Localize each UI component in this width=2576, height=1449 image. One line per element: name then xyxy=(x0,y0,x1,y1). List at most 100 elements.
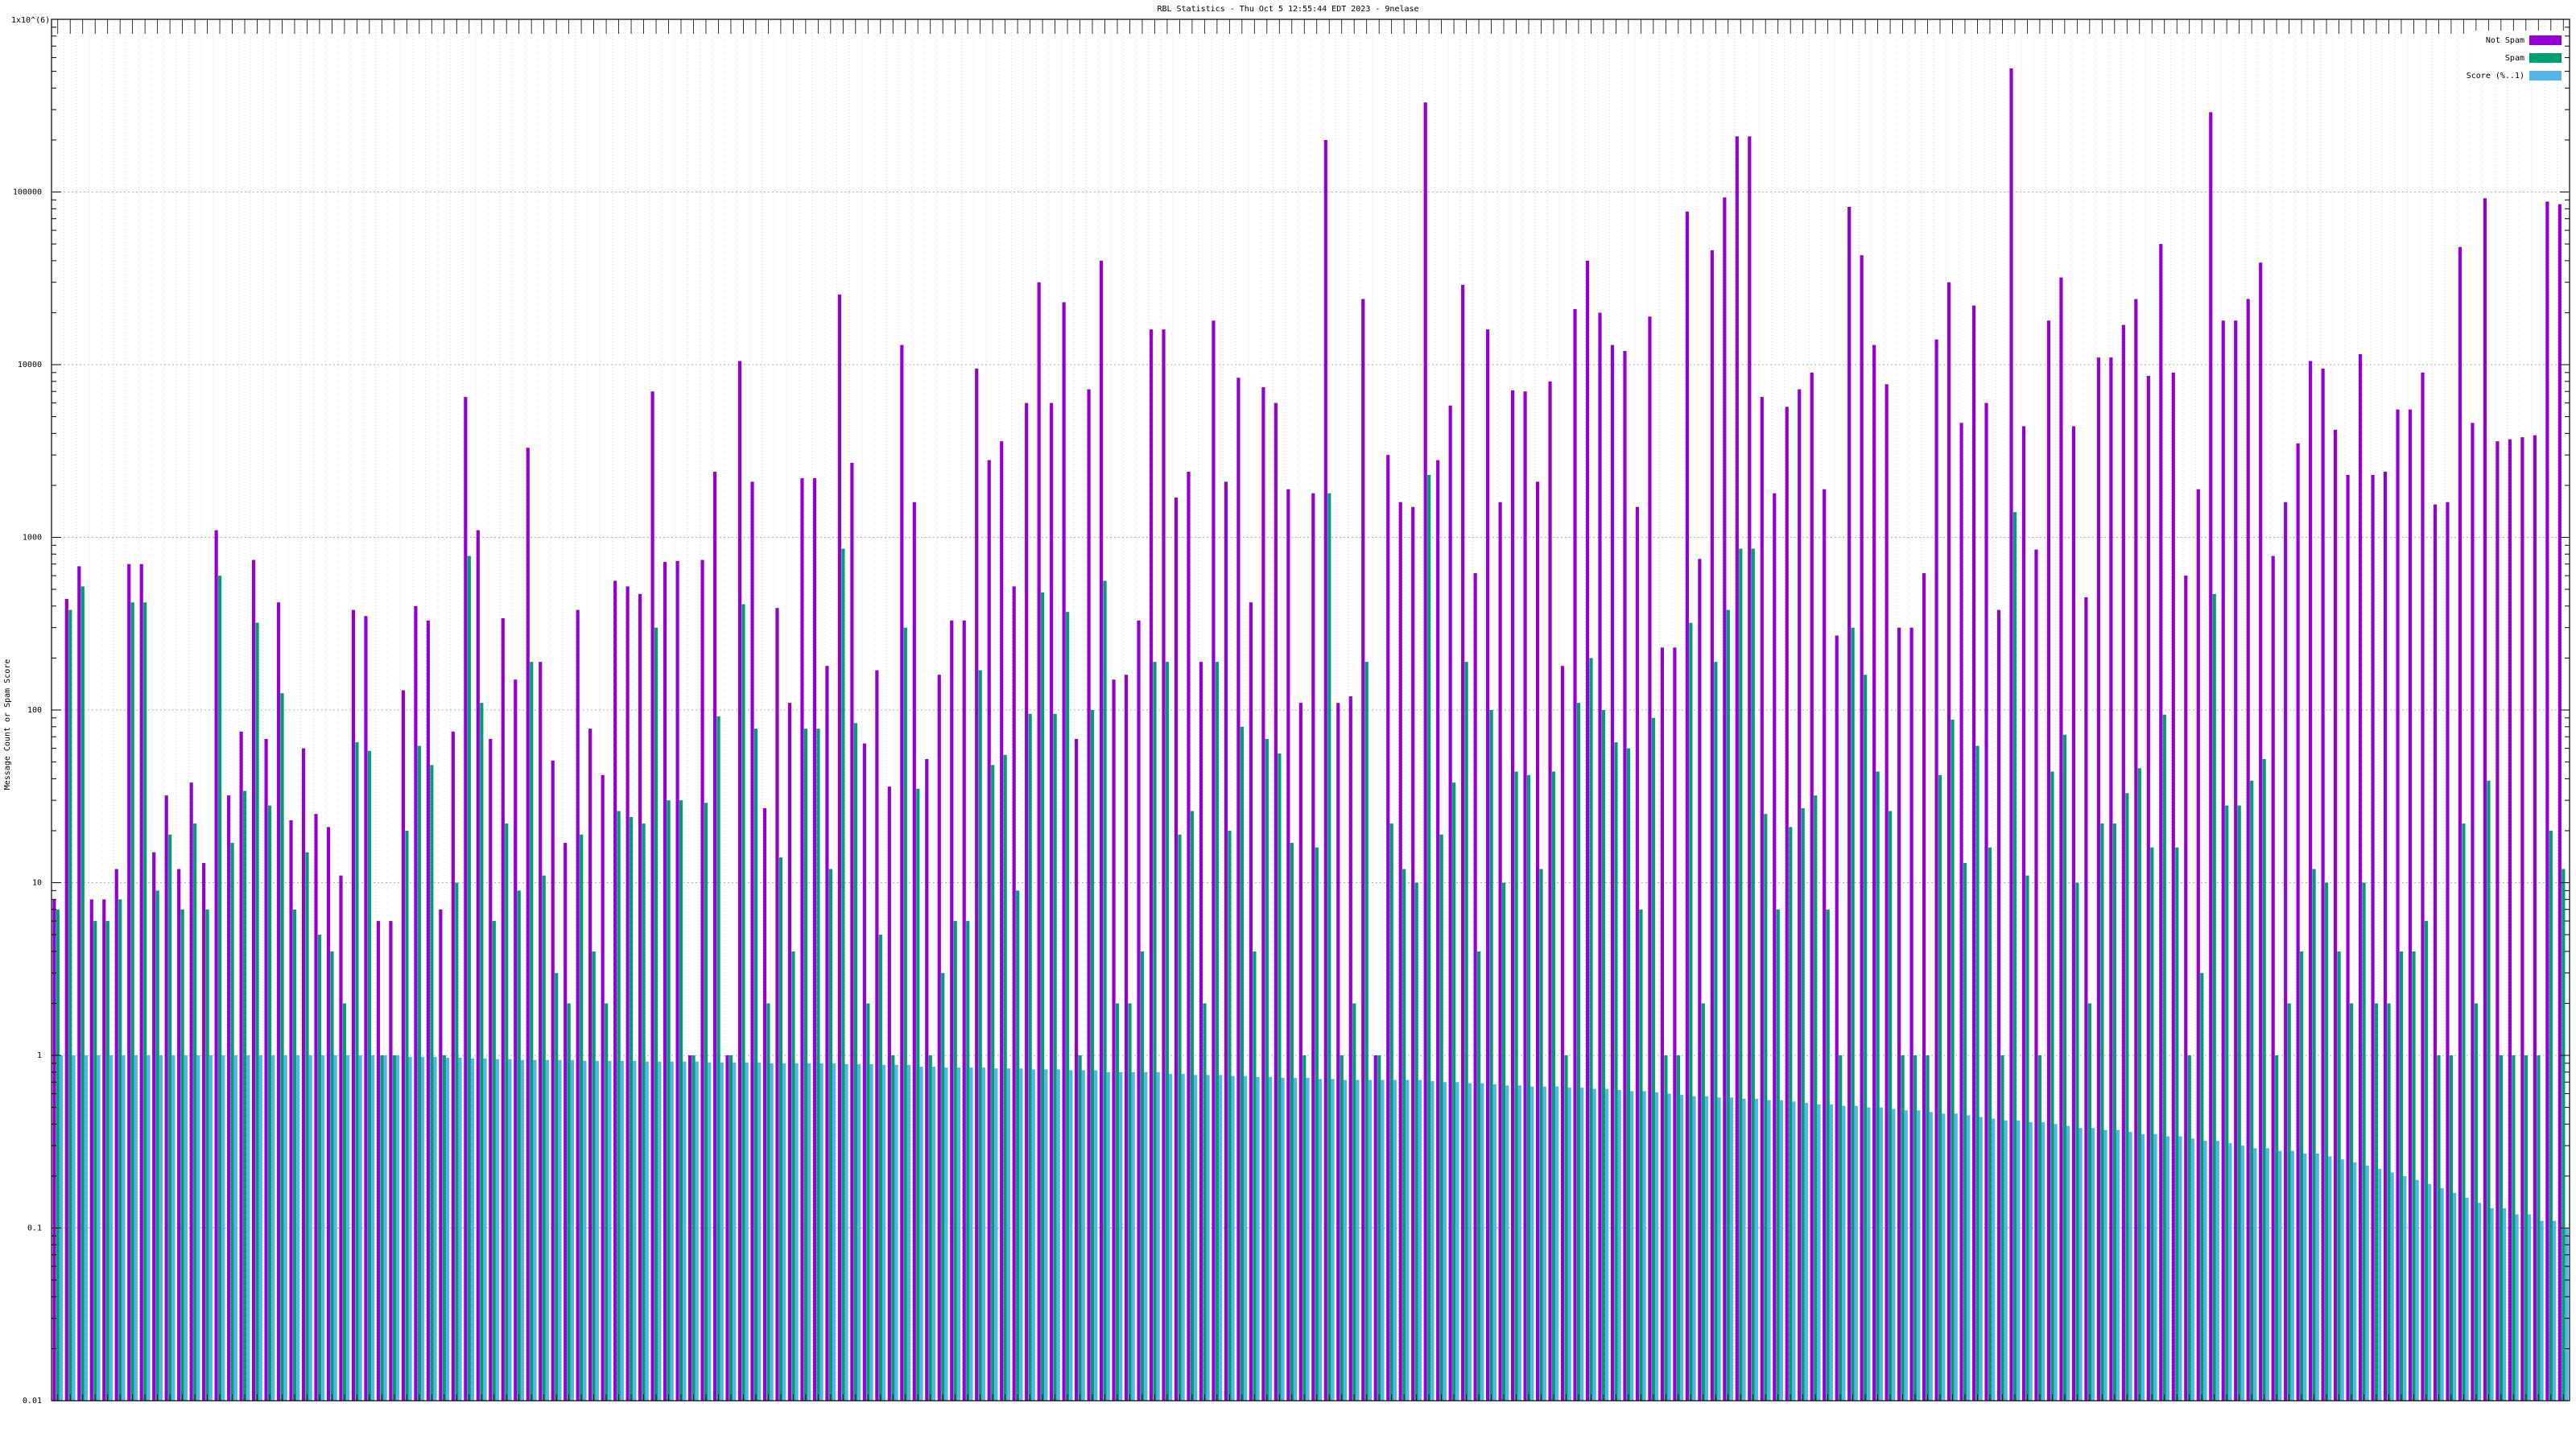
bar-score--194 xyxy=(2478,1203,2482,1401)
bar-score--129 xyxy=(1667,1093,1671,1401)
bar-spam-58 xyxy=(778,857,783,1401)
bar-score--92 xyxy=(1206,1075,1210,1401)
bar-spam-26 xyxy=(380,1055,384,1401)
legend-label-2: Score (%..1) xyxy=(2467,72,2524,80)
bar-spam-127 xyxy=(1639,909,1643,1401)
bar-score--36 xyxy=(508,1059,512,1401)
bar-score--173 xyxy=(2215,1141,2220,1401)
bar-score--93 xyxy=(1219,1075,1223,1401)
bar-spam-92 xyxy=(1203,1003,1207,1401)
bar-not-spam-131 xyxy=(1685,211,1689,1402)
bar-not-spam-137 xyxy=(1760,397,1764,1401)
bar-spam-190 xyxy=(2424,921,2429,1401)
bar-not-spam-61 xyxy=(812,478,817,1401)
bar-spam-80 xyxy=(1053,713,1057,1401)
y-tick-label: 0.1 xyxy=(27,1224,42,1233)
bar-score--49 xyxy=(670,1061,674,1401)
bar-score--196 xyxy=(2503,1208,2507,1401)
bar-not-spam-65 xyxy=(862,743,866,1401)
bar-spam-37 xyxy=(517,890,521,1401)
bar-not-spam-55 xyxy=(737,361,742,1402)
bar-spam-200 xyxy=(2549,830,2553,1401)
bar-score--98 xyxy=(1281,1078,1285,1401)
bar-not-spam-152 xyxy=(1946,282,1951,1401)
bar-not-spam-102 xyxy=(1323,139,1327,1402)
bar-spam-32 xyxy=(455,882,459,1401)
bar-score--192 xyxy=(2453,1192,2457,1401)
bar-spam-0 xyxy=(56,909,60,1401)
bar-not-spam-74 xyxy=(975,368,979,1401)
bar-not-spam-106 xyxy=(1373,1055,1377,1401)
bar-not-spam-94 xyxy=(1224,481,1228,1401)
bar-not-spam-121 xyxy=(1560,666,1565,1401)
bar-spam-99 xyxy=(1290,843,1294,1401)
bar-spam-69 xyxy=(916,788,920,1401)
bar-score--136 xyxy=(1754,1099,1759,1401)
bar-spam-128 xyxy=(1651,717,1656,1401)
bar-spam-134 xyxy=(1726,609,1730,1401)
bar-spam-50 xyxy=(679,800,683,1401)
bar-score--37 xyxy=(520,1059,525,1401)
bar-not-spam-181 xyxy=(2309,361,2313,1402)
bar-not-spam-70 xyxy=(925,758,929,1401)
bar-spam-115 xyxy=(1489,710,1493,1401)
bar-not-spam-27 xyxy=(389,921,393,1401)
bar-spam-161 xyxy=(2062,734,2067,1401)
bar-not-spam-189 xyxy=(2408,409,2413,1402)
bar-score--121 xyxy=(1567,1088,1571,1401)
bar-score--73 xyxy=(969,1067,973,1401)
bar-not-spam-11 xyxy=(189,782,193,1401)
bar-spam-167 xyxy=(2137,768,2141,1401)
bar-score--46 xyxy=(633,1060,637,1401)
bar-spam-14 xyxy=(230,843,234,1401)
bar-score--81 xyxy=(1069,1070,1073,1401)
bar-score--96 xyxy=(1256,1076,1260,1401)
bar-not-spam-140 xyxy=(1798,389,1802,1402)
bar-spam-114 xyxy=(1477,951,1481,1401)
bar-spam-67 xyxy=(891,1055,895,1401)
bar-spam-186 xyxy=(2374,1003,2379,1401)
bar-not-spam-169 xyxy=(2159,244,2163,1401)
bar-spam-88 xyxy=(1153,662,1157,1401)
bar-not-spam-30 xyxy=(426,620,430,1401)
bar-score--144 xyxy=(1854,1105,1858,1401)
bar-spam-10 xyxy=(180,909,184,1401)
bar-spam-62 xyxy=(828,869,832,1401)
bar-not-spam-25 xyxy=(364,616,368,1401)
bar-not-spam-186 xyxy=(2371,474,2375,1402)
bar-score--161 xyxy=(2066,1125,2070,1401)
bar-not-spam-119 xyxy=(1535,481,1540,1401)
bar-score--189 xyxy=(2415,1179,2419,1401)
bar-spam-96 xyxy=(1253,951,1257,1401)
bar-spam-101 xyxy=(1315,847,1319,1401)
bar-not-spam-116 xyxy=(1498,502,1502,1401)
bar-not-spam-164 xyxy=(2096,357,2100,1401)
bar-score--140 xyxy=(1804,1103,1809,1401)
bar-score--128 xyxy=(1655,1092,1659,1401)
bar-spam-108 xyxy=(1402,869,1406,1401)
bar-not-spam-191 xyxy=(2433,504,2438,1402)
bar-spam-152 xyxy=(1951,719,1955,1401)
bar-score--67 xyxy=(894,1064,898,1401)
bar-score--154 xyxy=(1979,1117,1983,1401)
bar-not-spam-176 xyxy=(2246,299,2250,1402)
bar-spam-82 xyxy=(1078,1055,1082,1401)
bar-not-spam-177 xyxy=(2259,262,2263,1402)
bar-score--71 xyxy=(944,1067,948,1401)
bar-not-spam-34 xyxy=(476,530,480,1401)
bar-not-spam-63 xyxy=(837,294,841,1401)
bar-spam-86 xyxy=(1128,1003,1132,1401)
bar-score--65 xyxy=(869,1063,873,1401)
bar-not-spam-52 xyxy=(700,559,704,1401)
bar-score--184 xyxy=(2353,1162,2357,1401)
bar-not-spam-100 xyxy=(1298,703,1302,1401)
bar-not-spam-175 xyxy=(2234,320,2238,1401)
bar-spam-162 xyxy=(2075,882,2079,1401)
bar-score--22 xyxy=(333,1055,337,1401)
bar-not-spam-125 xyxy=(1610,345,1615,1401)
bar-score--14 xyxy=(233,1055,237,1401)
bar-spam-177 xyxy=(2262,758,2266,1401)
bar-not-spam-112 xyxy=(1448,405,1452,1401)
bar-spam-2 xyxy=(80,586,85,1401)
